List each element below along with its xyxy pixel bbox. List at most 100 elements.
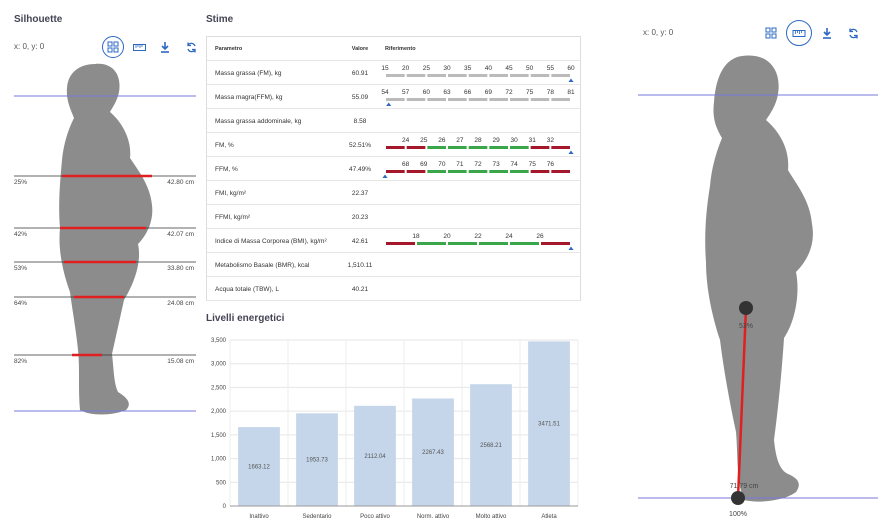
reference-segment [417,242,446,245]
bar-value-label: 2112.04 [364,454,386,460]
level-measure-value: 33.80 cm [167,265,194,272]
reference-segment [489,74,508,77]
refresh-button[interactable] [180,36,202,58]
reference-tick-label: 22 [474,233,482,240]
reference-tick-label: 81 [567,89,575,96]
refresh-button[interactable] [842,22,864,44]
bar-inattivo[interactable] [238,427,280,506]
y-tick-label: 500 [216,480,227,486]
reference-segment [386,146,405,149]
level-measure-value: 42.07 cm [167,231,194,238]
coordinates-readout-right: x: 0, y: 0 [643,28,674,37]
grid-icon [107,41,119,53]
reference-tick-label: 25 [423,65,431,72]
reference-tick-label: 50 [526,65,534,72]
reference-tick-label: 69 [420,161,428,168]
grid-view-button[interactable] [760,22,782,44]
reference-segment [448,146,467,149]
bar-value-label: 3471.51 [538,422,560,428]
bar-poco-attivo[interactable] [354,405,396,506]
level-measure-value: 42.80 cm [167,179,194,186]
table-row: Massa magra(FFM), kg 55.09 54 57 60 63 66 69 72 7… [207,85,580,109]
reference-scale: 18 20 22 24 26 [386,233,574,250]
reference-segment [427,146,446,149]
reference-segment [468,74,488,77]
bar-atleta[interactable] [528,341,570,506]
reference-segment [386,74,405,77]
y-tick-label: 3,000 [211,362,227,368]
reference-segment [551,74,570,77]
reference-tick-label: 45 [505,65,513,72]
refresh-icon [186,42,196,52]
param-value: 8.58 [353,118,367,125]
param-name: FM, % [215,142,234,149]
level-measure-value: 15.08 cm [167,358,194,365]
ruler-button[interactable] [786,20,812,46]
bar-molto-attivo[interactable] [470,384,512,506]
left-silhouette-canvas [14,63,196,415]
param-name: Massa grassa (FM), kg [215,70,282,77]
reference-segment [448,242,477,245]
reference-segment [510,242,539,245]
reference-tick-label: 72 [474,161,482,168]
reference-segment [489,98,508,101]
reference-segment [468,146,488,149]
grid-icon [765,27,777,39]
table-row: Acqua totale (TBW), L 40.21 [207,277,580,301]
reference-segment [541,242,570,245]
reference-tick-label: 78 [547,89,555,96]
table-header-row: Parametro Valore Riferimento [207,37,580,61]
grid-view-button[interactable] [102,36,124,58]
x-tick-label: Sedentario [302,514,332,520]
measurement-point-top[interactable] [739,301,753,315]
reference-tick-label: 71 [456,161,464,168]
body-silhouette [705,55,813,502]
reference-segment [468,98,488,101]
right-toolbar [756,20,864,46]
reference-marker [382,174,388,178]
param-value: 20.23 [351,214,369,221]
reference-tick-label: 60 [567,65,575,72]
reference-segment [406,74,426,77]
param-value: 60.91 [351,70,369,77]
y-tick-label: 0 [223,504,227,510]
reference-tick-label: 54 [381,89,389,96]
reference-tick-label: 27 [456,137,464,144]
param-name: FFMI, kg/m² [215,214,251,221]
y-tick-label: 2,500 [211,385,227,391]
reference-segment [427,98,446,101]
point-percent-label: 53% [739,323,753,330]
bar-value-label: 1953.73 [306,458,328,464]
reference-segment [427,170,446,173]
refresh-icon [848,28,858,38]
stime-table: Parametro Valore Riferimento Massa grass… [206,36,581,301]
bar-norm-attivo[interactable] [412,398,454,506]
reference-segment [530,170,550,173]
reference-segment [510,98,529,101]
reference-segment [489,146,508,149]
param-name: Metabolismo Basale (BMR), kcal [215,262,310,269]
energy-levels-chart: 0 500 1,000 1,500 2,000 2,500 3,000 3,500 1663.1… [211,338,579,520]
param-value: 55.09 [351,94,369,101]
measurement-point-bottom[interactable] [731,491,745,505]
ruler-button[interactable] [128,36,150,58]
download-button[interactable] [154,36,176,58]
reference-tick-label: 75 [529,161,537,168]
right-silhouette-canvas: 53% 71.79 cm 100% [638,55,878,518]
download-icon [823,27,831,39]
bar-sedentario[interactable] [296,413,338,506]
download-button[interactable] [816,22,838,44]
table-row: Metabolismo Basale (BMR), kcal 1,510.11 [207,253,580,277]
chart-title: Livelli energetici [206,313,285,324]
reference-tick-label: 68 [402,161,410,168]
reference-segment [448,170,467,173]
level-percent-label: 82% [14,358,28,365]
reference-tick-label: 63 [443,89,451,96]
param-name: Indice di Massa Corporea (BMI), kg/m² [215,238,327,245]
reference-segment [386,242,415,245]
reference-segment [406,98,426,101]
header-ref: Riferimento [385,46,416,52]
reference-scale: 68 69 70 71 72 73 74 75 76 [382,161,570,178]
reference-segment [530,98,550,101]
reference-segment [530,74,550,77]
